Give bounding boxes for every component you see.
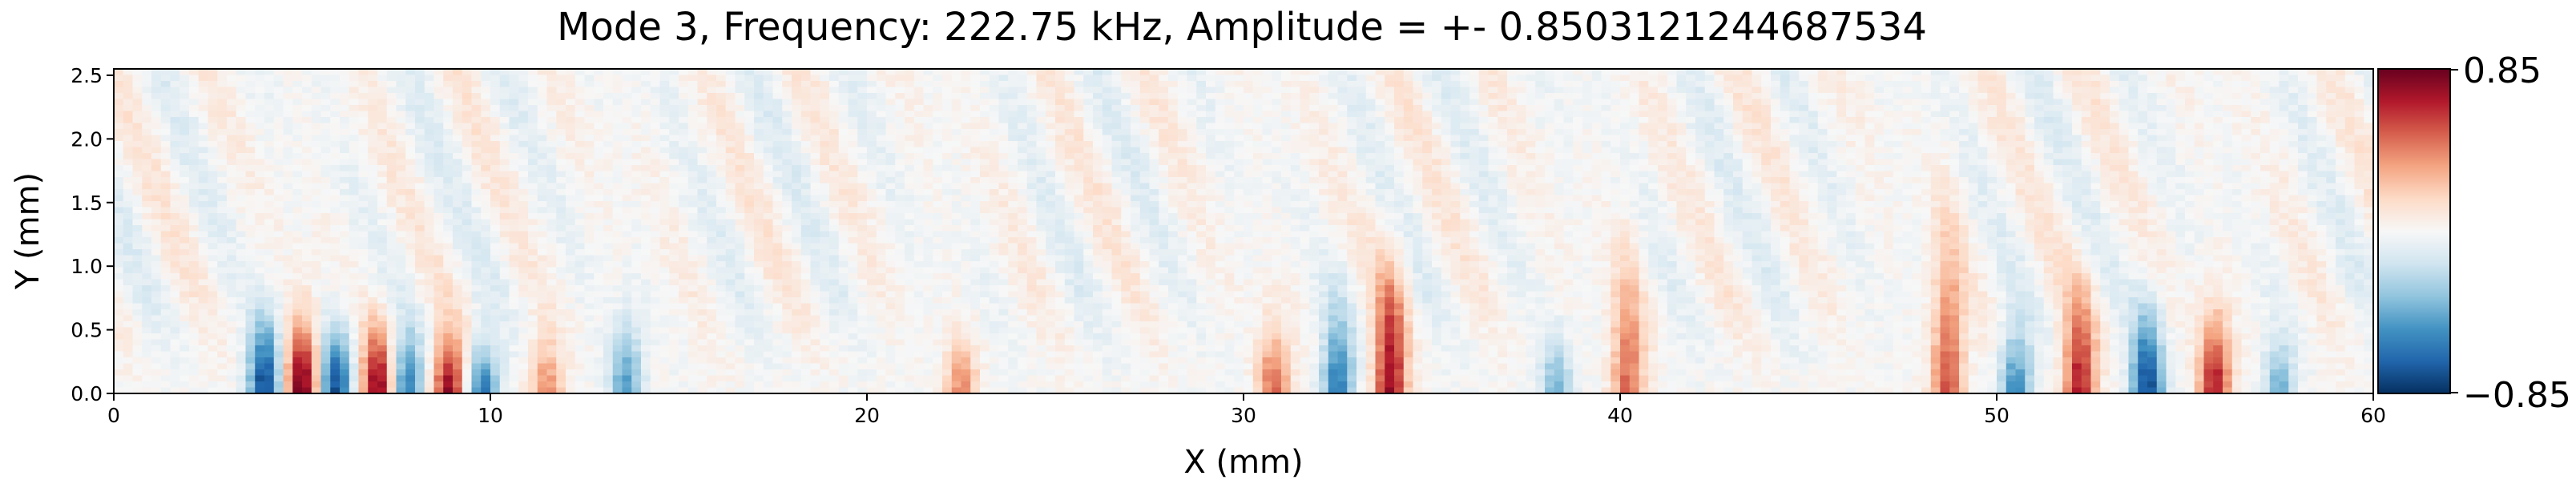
heatmap-field — [114, 69, 2374, 394]
x-axis-label: X (mm) — [1183, 444, 1303, 481]
y-axis-label: Y (mm) — [10, 172, 46, 290]
chart-title: Mode 3, Frequency: 222.75 kHz, Amplitude… — [112, 5, 2372, 50]
y-tick-label: 0.5 — [71, 319, 103, 342]
x-tick-label: 20 — [854, 404, 880, 427]
x-tick-label: 50 — [1984, 404, 2010, 427]
x-tick-label: 30 — [1231, 404, 1256, 427]
y-tick-label: 0.0 — [71, 382, 103, 405]
y-axis: 0.0 0.5 1.0 1.5 2.0 2.5 — [71, 64, 114, 405]
y-tick-label: 2.0 — [71, 127, 103, 151]
y-tick-label: 2.5 — [71, 64, 103, 87]
x-tick-label: 10 — [478, 404, 503, 427]
x-tick-label: 60 — [2360, 404, 2386, 427]
x-axis: 0 10 20 30 40 50 60 — [107, 393, 2386, 427]
colorbar-label-max: 0.85 — [2463, 50, 2542, 91]
x-tick-label: 40 — [1607, 404, 1633, 427]
y-tick-label: 1.5 — [71, 192, 103, 215]
colorbar-label-min: −0.85 — [2463, 375, 2571, 416]
x-tick-label: 0 — [107, 404, 120, 427]
y-tick-label: 1.0 — [71, 255, 103, 278]
colorbar — [2378, 69, 2450, 393]
